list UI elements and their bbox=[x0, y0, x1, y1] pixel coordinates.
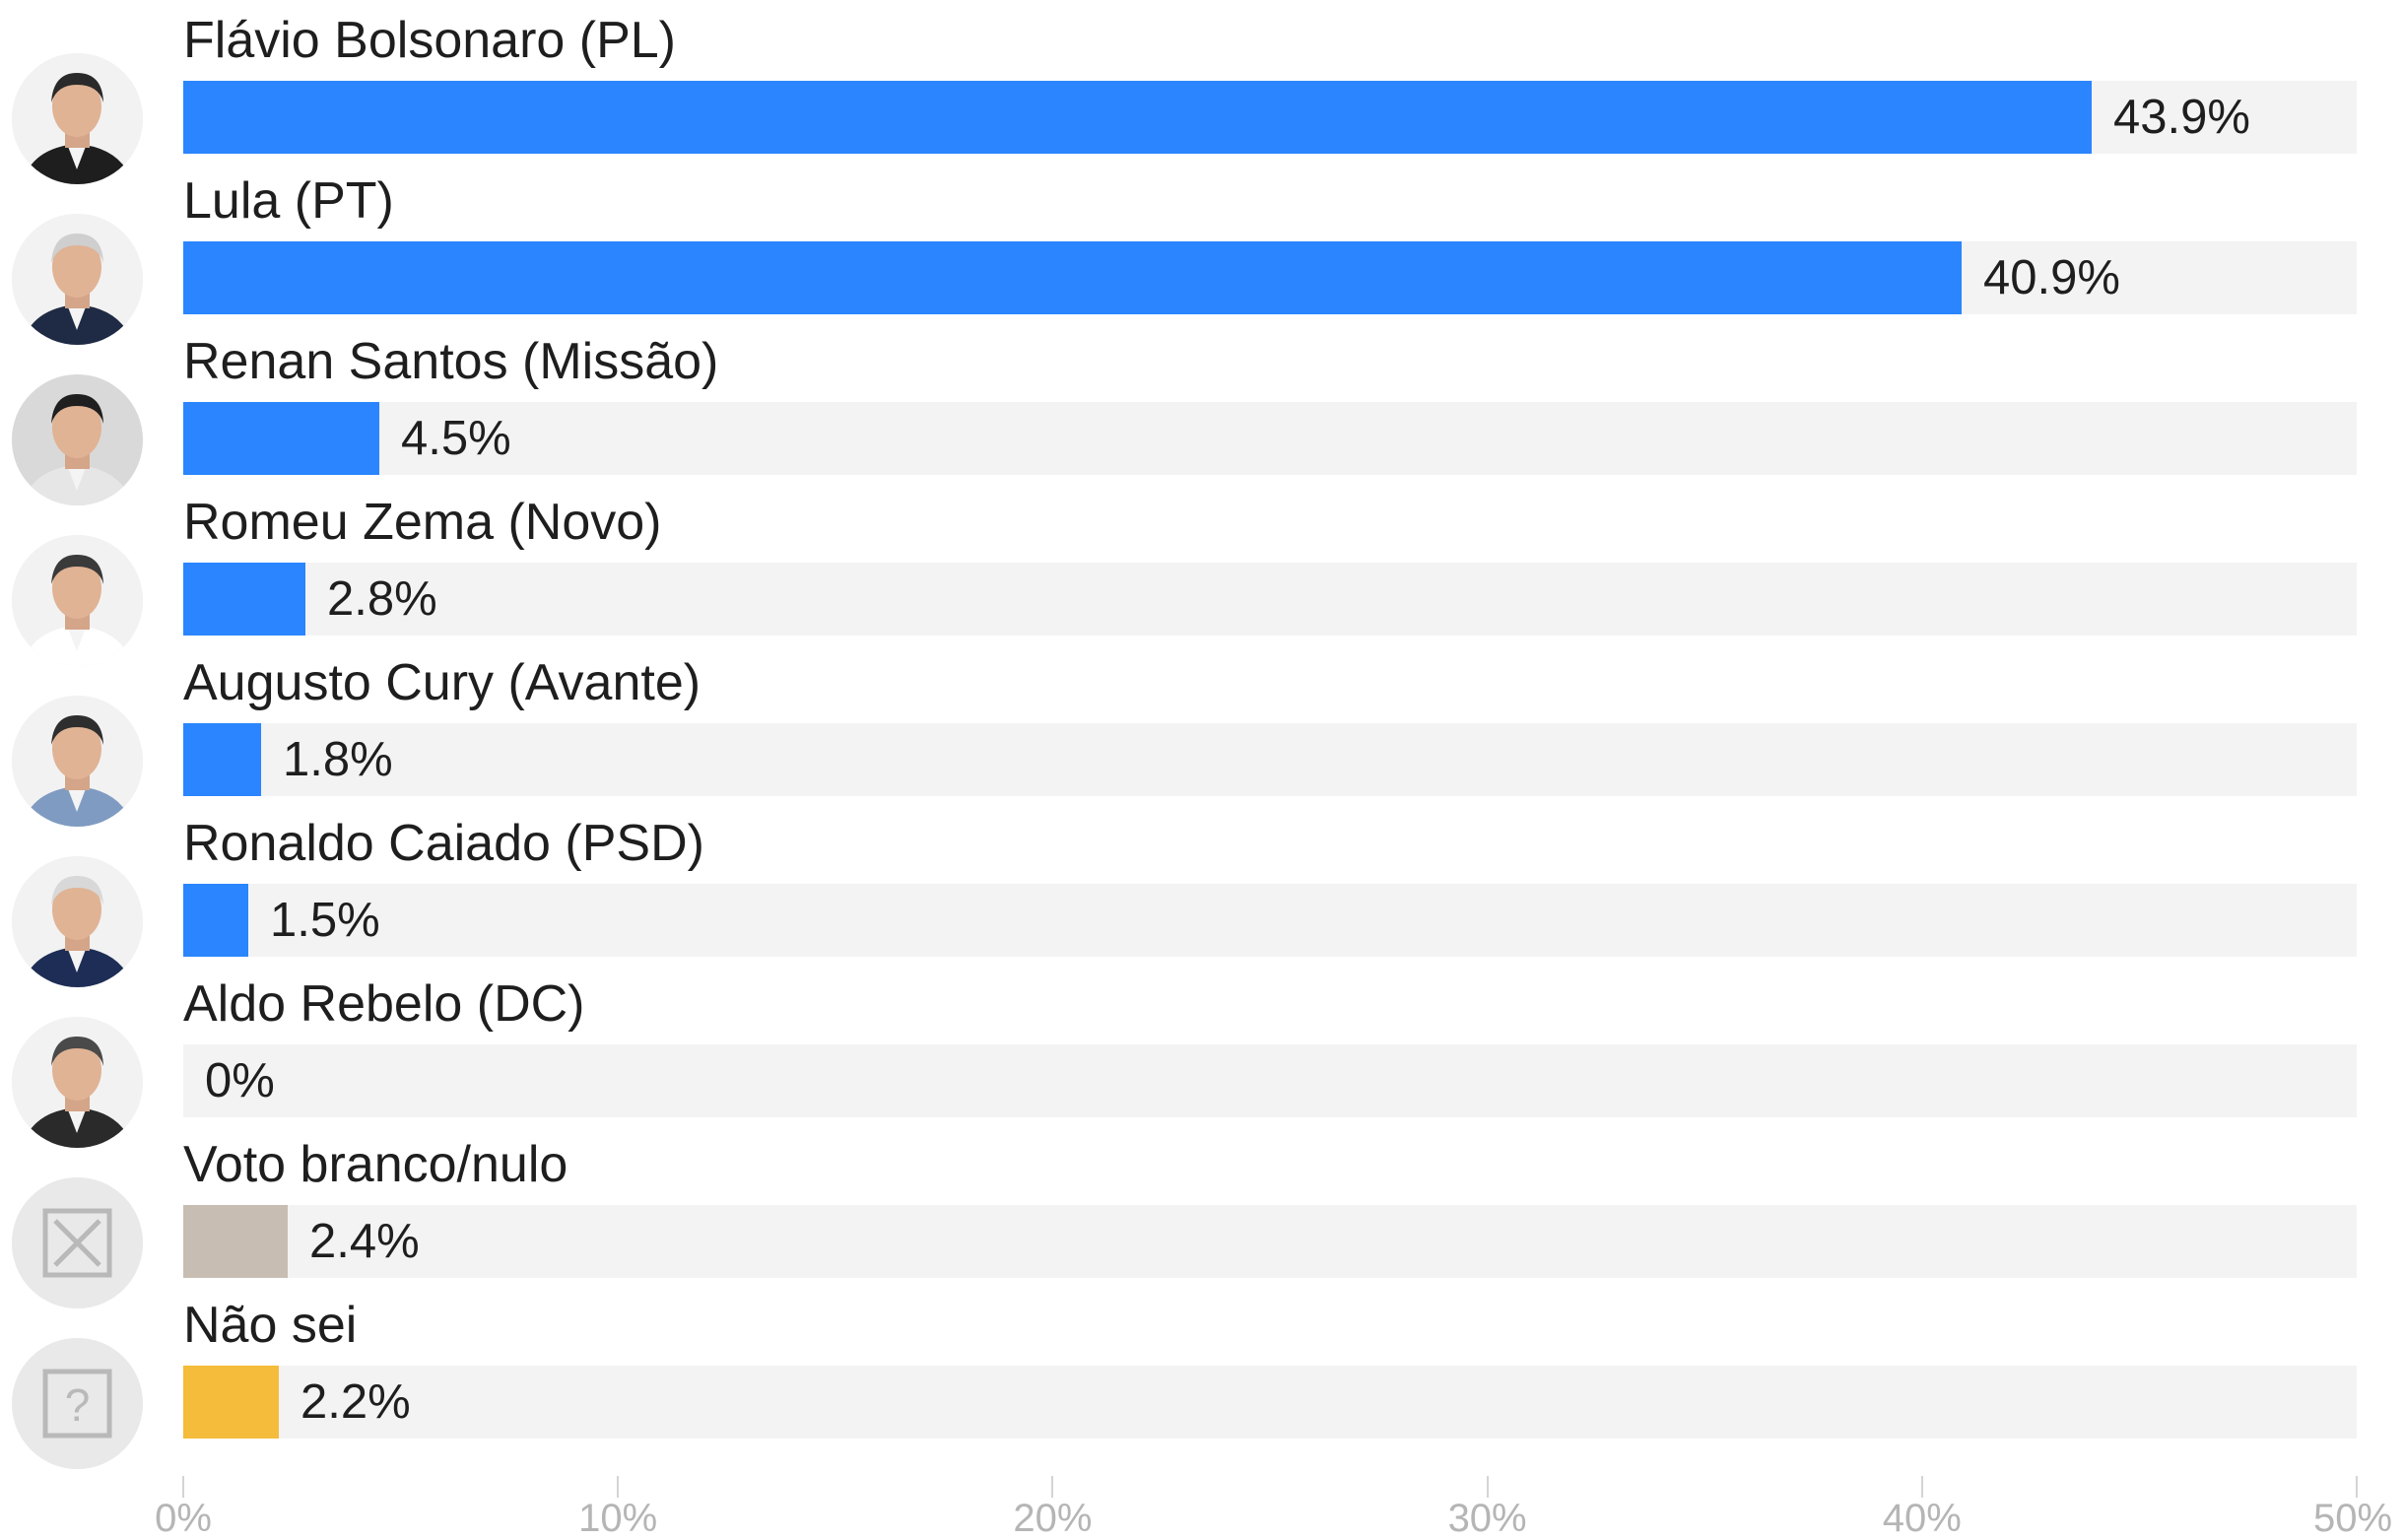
x-box-icon bbox=[12, 1177, 143, 1308]
candidate-photo bbox=[12, 696, 143, 827]
category-label: Aldo Rebelo (DC) bbox=[183, 975, 585, 1033]
x-tick-label: 20% bbox=[1013, 1497, 1093, 1540]
category-label: Lula (PT) bbox=[183, 172, 394, 230]
bar bbox=[183, 241, 1962, 314]
data-label: 43.9% bbox=[2113, 91, 2250, 144]
bar-row: Aldo Rebelo (DC) 0% bbox=[0, 973, 2404, 1148]
bar bbox=[183, 884, 248, 957]
bar-row: Ronaldo Caiado (PSD) 1.5% bbox=[0, 813, 2404, 987]
bar bbox=[183, 81, 2092, 154]
x-axis-tick bbox=[182, 1476, 184, 1498]
bar-track bbox=[183, 884, 2357, 957]
x-tick-label: 30% bbox=[1447, 1497, 1527, 1540]
category-label: Ronaldo Caiado (PSD) bbox=[183, 815, 704, 872]
svg-text:?: ? bbox=[65, 1379, 91, 1431]
bar-row: Voto branco/nulo 2.4% bbox=[0, 1134, 2404, 1308]
bar-track bbox=[183, 1205, 2357, 1278]
bar-track bbox=[183, 402, 2357, 475]
data-label: 40.9% bbox=[1983, 251, 2120, 304]
category-label: Não sei bbox=[183, 1297, 358, 1354]
question-box-icon: ? bbox=[12, 1338, 143, 1469]
bar-track bbox=[183, 1366, 2357, 1439]
bar-row: Romeu Zema (Novo) 2.8% bbox=[0, 492, 2404, 666]
x-axis-tick bbox=[1051, 1476, 1054, 1498]
bar-row: Renan Santos (Missão) 4.5% bbox=[0, 331, 2404, 505]
bar-row: Flávio Bolsonaro (PL) 43.9% bbox=[0, 10, 2404, 184]
x-tick-label: 40% bbox=[1882, 1497, 1962, 1540]
x-axis-tick bbox=[617, 1476, 620, 1498]
bar-track bbox=[183, 1044, 2357, 1117]
x-axis-tick bbox=[2356, 1476, 2358, 1498]
category-label: Renan Santos (Missão) bbox=[183, 333, 719, 390]
x-tick-label: 10% bbox=[578, 1497, 658, 1540]
data-label: 1.5% bbox=[270, 894, 380, 947]
candidate-photo bbox=[12, 856, 143, 987]
bar bbox=[183, 563, 305, 636]
data-label: 2.4% bbox=[309, 1215, 420, 1268]
candidate-photo bbox=[12, 374, 143, 505]
x-tick-label: 50% bbox=[2312, 1497, 2393, 1540]
candidate-photo bbox=[12, 1017, 143, 1148]
bar-row: Lula (PT) 40.9% bbox=[0, 170, 2404, 345]
x-axis-tick bbox=[1920, 1476, 1923, 1498]
category-label: Voto branco/nulo bbox=[183, 1136, 568, 1193]
data-label: 0% bbox=[205, 1054, 275, 1107]
candidate-photo bbox=[12, 535, 143, 666]
bar-track bbox=[183, 81, 2357, 154]
x-axis-tick bbox=[1486, 1476, 1489, 1498]
bar-track bbox=[183, 563, 2357, 636]
data-label: 4.5% bbox=[401, 412, 511, 465]
bar bbox=[183, 723, 261, 796]
data-label: 1.8% bbox=[283, 733, 393, 786]
bar-row: Augusto Cury (Avante) 1.8% bbox=[0, 652, 2404, 827]
bar bbox=[183, 402, 379, 475]
candidate-photo bbox=[12, 53, 143, 184]
bar-track bbox=[183, 723, 2357, 796]
data-label: 2.8% bbox=[327, 572, 437, 626]
bar bbox=[183, 1205, 288, 1278]
bar bbox=[183, 1366, 279, 1439]
bar-track bbox=[183, 241, 2357, 314]
category-label: Romeu Zema (Novo) bbox=[183, 494, 662, 551]
bar-row: ? Não sei 2.2% bbox=[0, 1295, 2404, 1469]
candidate-photo bbox=[12, 214, 143, 345]
category-label: Augusto Cury (Avante) bbox=[183, 654, 701, 711]
category-label: Flávio Bolsonaro (PL) bbox=[183, 12, 676, 69]
x-tick-label: 0% bbox=[155, 1497, 212, 1540]
data-label: 2.2% bbox=[300, 1375, 411, 1429]
